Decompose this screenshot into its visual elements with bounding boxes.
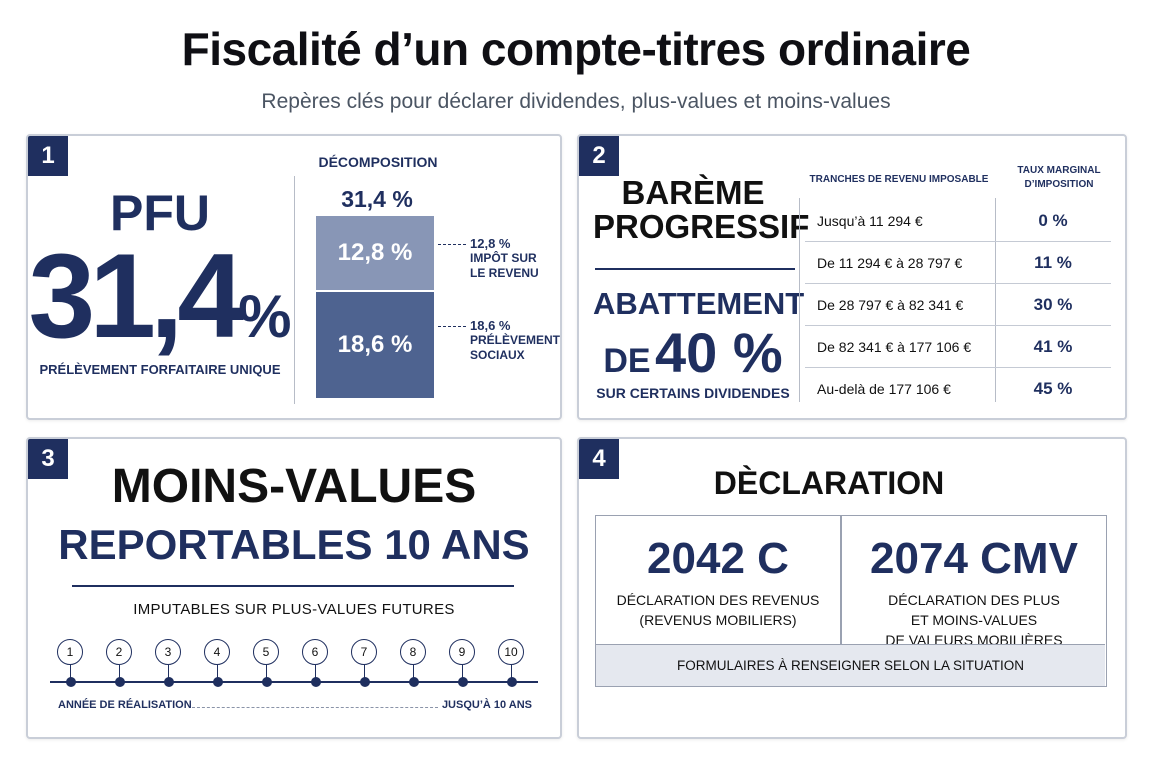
timeline-dot (163, 677, 174, 687)
forms-box: 2042 C DÉCLARATION DES REVENUS (REVENUS … (595, 515, 1107, 687)
panel-declaration: 4 DÈCLARATION 2042 C DÉCLARATION DES REV… (577, 437, 1127, 739)
divider (840, 516, 842, 670)
bar-impot-revenu: 12,8 % (316, 216, 434, 290)
timeline-start-label: ANNÉE DE RÉALISATION (58, 699, 192, 711)
page-subtitle: Repères clés pour déclarer dividendes, p… (261, 90, 891, 113)
timeline-dot (408, 677, 419, 687)
label-prelevements-sociaux: 18,6 % PRÉLÈVEMENTS SOCIAUX (470, 318, 562, 362)
timeline-dot (457, 677, 468, 687)
timeline-year-marker: 6 (302, 639, 328, 665)
moins-values-subtitle: REPORTABLES 10 ANS (58, 521, 530, 568)
timeline-stem (119, 665, 120, 681)
page-title: Fiscalité d’un compte-titres ordinaire (181, 23, 971, 75)
timeline-dashed-line (192, 707, 438, 708)
timeline-year-marker: 4 (204, 639, 230, 665)
table-divider (799, 198, 800, 402)
timeline-axis (50, 681, 538, 683)
moins-values-title: MOINS-VALUES (111, 460, 477, 513)
timeline-stem (168, 665, 169, 681)
decomposition-title: DÉCOMPOSITION (318, 154, 438, 170)
timeline-end-label: JUSQU’À 10 ANS (441, 699, 532, 711)
panel-number-badge: 1 (28, 136, 68, 176)
bar-prelevements-sociaux: 18,6 % (316, 292, 434, 398)
form-2042c: 2042 C DÉCLARATION DES REVENUS (REVENUS … (616, 534, 820, 628)
declaration-title: DÈCLARATION (713, 465, 945, 501)
timeline-stem (413, 665, 414, 681)
timeline-year-marker: 2 (106, 639, 132, 665)
leader-line (438, 326, 466, 327)
timeline-dot (261, 677, 272, 687)
label-impot-revenu: 12,8 % IMPÔT SUR LE REVENU (470, 236, 539, 280)
timeline-dot (506, 677, 517, 687)
table-divider (995, 198, 996, 402)
pfu-rate-percent: % (238, 283, 292, 350)
timeline-year-marker: 9 (449, 639, 475, 665)
pfu-rate-value: 31,4 (28, 229, 245, 363)
timeline-dot (310, 677, 321, 687)
timeline-stem (315, 665, 316, 681)
timeline-year-marker: 1 (57, 639, 83, 665)
panel-number-badge: 2 (579, 136, 619, 176)
imputables-note: IMPUTABLES SUR PLUS-VALUES FUTURES (133, 601, 455, 618)
divider (294, 176, 295, 404)
panel-moins-values: 3 MOINS-VALUES REPORTABLES 10 ANS IMPUTA… (26, 437, 562, 739)
timeline-year-marker: 3 (155, 639, 181, 665)
panel-pfu: 1 PFU 31,4% PRÉLÈVEMENT FORFAITAIRE UNIQ… (26, 134, 562, 420)
leader-line (438, 244, 466, 245)
timeline-year-marker: 5 (253, 639, 279, 665)
table-row: De 11 294 € à 28 797 € 11 % (805, 242, 1111, 284)
timeline-stem (364, 665, 365, 681)
panel-bareme: 2 BARÈME PROGRESSIF ABATTEMENT DE 40 % S… (577, 134, 1127, 420)
table-header-tranches: TRANCHES DE REVENU IMPOSABLE (809, 174, 989, 185)
timeline-stem (217, 665, 218, 681)
panel-number-badge: 4 (579, 439, 619, 479)
panel-number-badge: 3 (28, 439, 68, 479)
pfu-subtitle: PRÉLÈVEMENT FORFAITAIRE UNIQUE (39, 362, 281, 377)
timeline-stem (70, 665, 71, 681)
table-row: Jusqu’à 11 294 € 0 % (805, 200, 1111, 242)
timeline-stem (462, 665, 463, 681)
table-header-taux: TAUX MARGINAL D’IMPOSITION (1017, 165, 1101, 190)
abattement-label: ABATTEMENT (593, 286, 805, 321)
bareme-title: BARÈME PROGRESSIF (593, 174, 810, 245)
table-row: De 82 341 € à 177 106 € 41 % (805, 326, 1111, 368)
timeline-year-marker: 7 (351, 639, 377, 665)
timeline-year-marker: 8 (400, 639, 426, 665)
table-row: Au-delà de 177 106 € 45 % (817, 379, 1073, 398)
divider (595, 268, 795, 270)
timeline-stem (511, 665, 512, 681)
table-row: De 28 797 € à 82 341 € 30 % (805, 284, 1111, 326)
pfu-label: PFU (110, 185, 210, 241)
timeline-dot (359, 677, 370, 687)
abattement-note: SUR CERTAINS DIVIDENDES (596, 385, 790, 401)
timeline-dot (65, 677, 76, 687)
pfu-rate: 31,4% (28, 236, 292, 377)
decomposition-total: 31,4 % (341, 186, 413, 212)
timeline-dot (114, 677, 125, 687)
timeline-dot (212, 677, 223, 687)
divider (72, 585, 514, 587)
timeline-stem (266, 665, 267, 681)
abattement-rate: DE 40 % (603, 321, 783, 384)
forms-footer: FORMULAIRES À RENSEIGNER SELON LA SITUAT… (596, 644, 1105, 686)
timeline-year-marker: 10 (498, 639, 524, 665)
